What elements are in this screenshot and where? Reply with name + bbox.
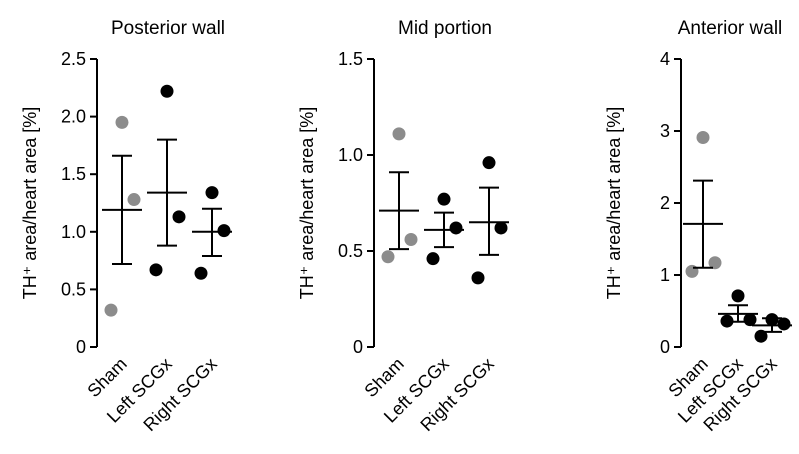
y-tick-label: 1.0 xyxy=(61,222,86,242)
y-tick-label: 1.0 xyxy=(338,145,363,165)
data-point xyxy=(449,221,463,235)
data-point xyxy=(104,303,118,317)
data-point xyxy=(754,329,768,343)
data-point xyxy=(381,250,395,264)
data-point xyxy=(437,192,451,206)
y-tick-label: 1.5 xyxy=(338,49,363,69)
chart-panel: Posterior wall TH⁺ area/heart area [%] 0 0.… xyxy=(20,18,232,435)
y-tick-label: 0.5 xyxy=(61,279,86,299)
data-point xyxy=(172,210,186,224)
y-tick-label: 2.0 xyxy=(61,107,86,127)
data-point xyxy=(160,84,174,98)
data-point xyxy=(696,130,710,144)
data-point xyxy=(127,193,141,207)
data-point xyxy=(482,156,496,170)
data-point xyxy=(194,266,208,280)
y-tick-label: 2 xyxy=(660,193,670,213)
data-point xyxy=(217,224,231,238)
y-axis-label: TH⁺ area/heart area [%] xyxy=(20,107,40,300)
y-axis-label: TH⁺ area/heart area [%] xyxy=(297,107,317,300)
panel-title: Anterior wall xyxy=(678,18,783,39)
data-point xyxy=(471,271,485,285)
data-point xyxy=(708,256,722,270)
y-tick-label: 0 xyxy=(76,337,86,357)
y-tick-label: 2.5 xyxy=(61,49,86,69)
y-tick-label: 4 xyxy=(660,49,670,69)
data-point xyxy=(494,221,508,235)
data-point xyxy=(743,313,757,327)
y-tick-label: 0 xyxy=(353,337,363,357)
data-point xyxy=(205,186,219,200)
y-tick-label: 0 xyxy=(660,337,670,357)
data-point xyxy=(731,289,745,303)
chart-panel: Anterior wall TH⁺ area/heart area [%] 0 1 2 3… xyxy=(604,18,792,435)
chart-panel: Mid portion TH⁺ area/heart area [%] 0 0.5 1.… xyxy=(297,18,509,435)
data-point xyxy=(392,127,406,141)
data-point xyxy=(777,317,791,331)
panel-title: Posterior wall xyxy=(111,18,225,39)
data-point xyxy=(404,232,418,246)
panel-title: Mid portion xyxy=(398,18,492,39)
data-point xyxy=(426,252,440,266)
data-point xyxy=(720,314,734,328)
data-point xyxy=(149,263,163,277)
y-tick-label: 1.5 xyxy=(61,164,86,184)
y-axis-label: TH⁺ area/heart area [%] xyxy=(604,107,624,300)
y-tick-label: 1 xyxy=(660,265,670,285)
data-point xyxy=(115,115,129,129)
y-tick-label: 3 xyxy=(660,121,670,141)
y-tick-label: 0.5 xyxy=(338,241,363,261)
